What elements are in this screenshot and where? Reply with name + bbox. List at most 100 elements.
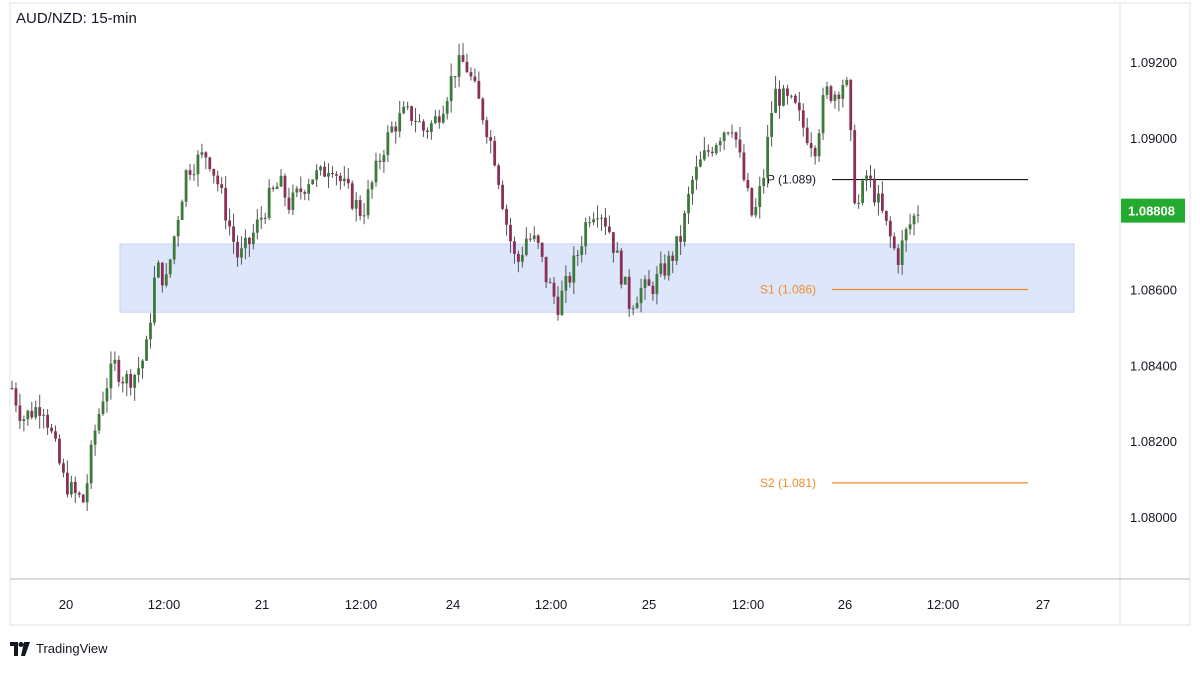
candle-body — [608, 226, 611, 233]
candle-body — [129, 374, 133, 388]
candle-body — [303, 192, 307, 194]
candle-body — [706, 150, 710, 152]
candle-body — [873, 178, 876, 203]
x-tick-label: 20 — [59, 597, 73, 612]
candle-body — [536, 235, 540, 243]
candle-body — [908, 224, 912, 230]
x-tick-label: 26 — [838, 597, 852, 612]
candle-body — [651, 285, 655, 295]
candle-body — [552, 282, 556, 297]
tradingview-logo-icon — [10, 641, 30, 656]
candle-body — [299, 188, 303, 193]
candle-body — [663, 263, 667, 276]
candle-body — [338, 175, 342, 182]
candle-body — [805, 127, 809, 144]
candle-body — [738, 139, 742, 153]
candle-body — [754, 207, 758, 216]
candle-body — [481, 98, 485, 121]
candle-body — [394, 126, 398, 132]
chart-border — [9, 2, 1191, 626]
candle-body — [532, 235, 536, 240]
candle-body — [196, 154, 200, 175]
candle-body — [853, 130, 857, 204]
candle-body — [643, 279, 647, 289]
candle-body — [156, 262, 160, 278]
candle-body — [354, 199, 358, 209]
x-tick-label: 25 — [642, 597, 656, 612]
candle-body — [722, 132, 726, 142]
candle-body — [880, 193, 884, 211]
candle-body — [358, 199, 362, 216]
candle-body — [331, 172, 334, 175]
candle-body — [212, 168, 216, 176]
candle-body — [232, 226, 235, 242]
candle-body — [679, 236, 683, 242]
candle-body — [762, 177, 766, 187]
candle-body — [528, 238, 532, 240]
candle-body — [513, 241, 516, 254]
candle-body — [517, 253, 520, 262]
candle-body — [81, 494, 85, 503]
candle-body — [619, 250, 623, 285]
candle-body — [691, 179, 694, 194]
candle-body — [335, 174, 338, 176]
candle-body — [857, 202, 861, 204]
y-tick-label: 1.08000 — [1130, 510, 1177, 525]
candle-body — [247, 237, 251, 245]
candle-body — [89, 444, 93, 484]
tradingview-brand[interactable]: TradingView — [10, 641, 108, 656]
candle-body — [172, 236, 176, 260]
x-tick-label: 12:00 — [345, 597, 378, 612]
candle-body — [896, 248, 900, 265]
candle-body — [892, 236, 896, 249]
x-tick-label: 12:00 — [535, 597, 568, 612]
candle-body — [46, 414, 50, 428]
candle-body — [69, 481, 73, 495]
candle-body — [461, 55, 465, 62]
x-tick-label: 24 — [446, 597, 460, 612]
candle-body — [30, 410, 34, 418]
candle-body — [449, 76, 453, 102]
candle-body — [671, 255, 675, 261]
candle-body — [188, 170, 192, 175]
candle-body — [323, 166, 326, 177]
candle-body — [255, 219, 259, 233]
candle-body — [153, 277, 156, 323]
candle-body — [778, 88, 781, 106]
candle-body — [204, 152, 208, 158]
candle-body — [121, 381, 125, 384]
candle-body — [564, 275, 568, 291]
candle-body — [125, 374, 129, 384]
candle-body — [702, 150, 706, 160]
candle-body — [65, 472, 69, 495]
current-price-badge — [1121, 198, 1185, 223]
x-tick-label: 12:00 — [732, 597, 765, 612]
candle-body — [244, 237, 247, 249]
x-tick-label: 12:00 — [148, 597, 181, 612]
y-tick-label: 1.09200 — [1130, 55, 1177, 70]
candle-body — [912, 215, 916, 225]
candle-body — [497, 165, 501, 185]
candle-body — [493, 140, 497, 166]
level-label: P (1.089) — [767, 173, 816, 187]
candle-body — [283, 175, 287, 198]
candle-body — [418, 121, 421, 123]
candle-body — [437, 116, 441, 123]
candle-body — [73, 481, 77, 494]
candle-body — [93, 430, 97, 445]
candle-body — [362, 215, 366, 217]
candle-body — [825, 86, 829, 96]
candle-body — [916, 214, 920, 216]
candle-body — [544, 256, 548, 283]
candle-body — [615, 250, 619, 253]
candle-body — [342, 178, 346, 182]
candle-body — [441, 113, 445, 123]
candle-body — [366, 189, 370, 216]
candle-body — [228, 220, 231, 227]
candle-body — [675, 236, 679, 261]
candle-body — [611, 232, 615, 253]
candle-body — [758, 186, 762, 208]
candle-body — [797, 102, 801, 111]
x-tick-label: 12:00 — [927, 597, 960, 612]
